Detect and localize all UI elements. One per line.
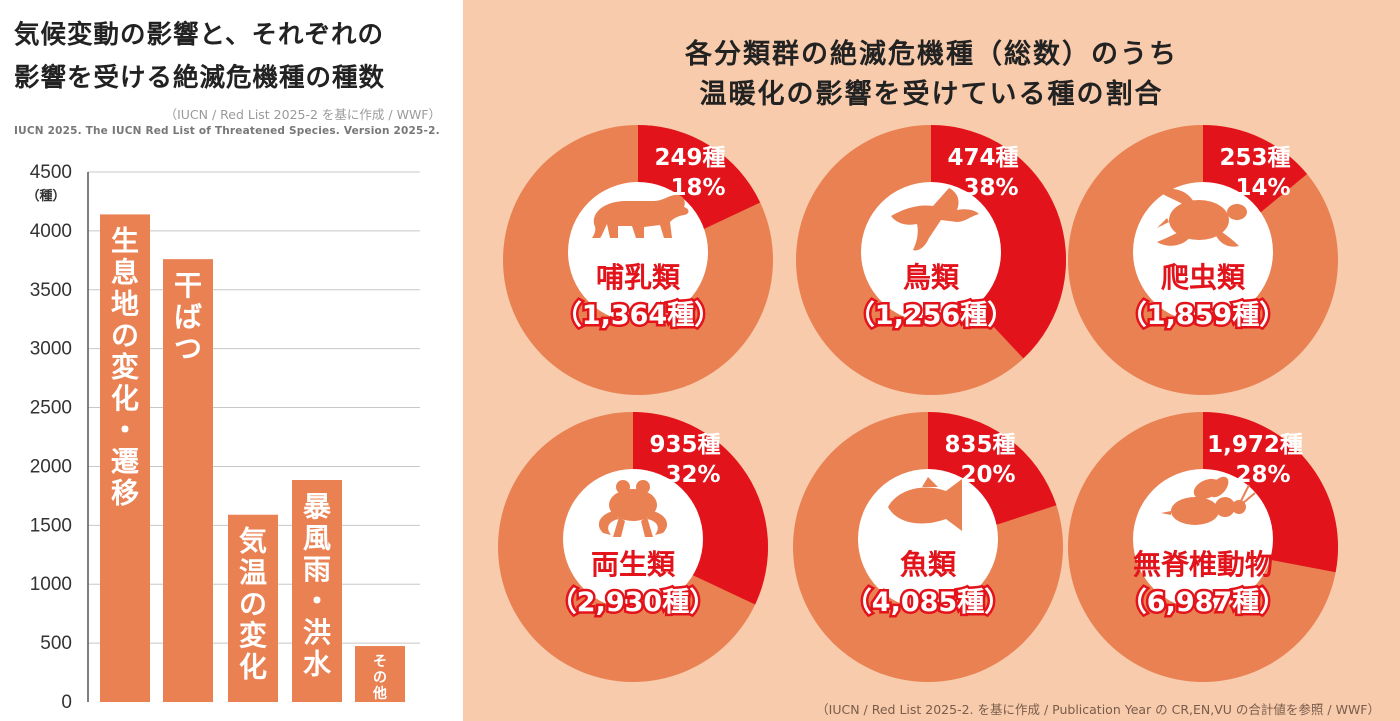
bar: [163, 259, 213, 702]
y-tick-label: 1500: [30, 515, 72, 536]
group-name-label: 魚類: [900, 548, 957, 581]
group-name-label: 爬虫類: [1161, 261, 1246, 294]
affected-count-label: 474種: [947, 145, 1018, 171]
percent-label: 14%: [1235, 175, 1290, 201]
y-axis-unit-label: （種）: [26, 188, 65, 204]
fish-icon: [888, 477, 962, 531]
pie-center-circle: [563, 469, 703, 609]
percent-label: 28%: [1235, 462, 1290, 488]
frog-icon: [598, 480, 668, 537]
group-name-label: 無脊椎動物: [1133, 548, 1273, 581]
right-panel: 各分類群の絶滅危機種（総数）のうち 温暖化の影響を受けている種の割合 249種 1…: [463, 0, 1400, 721]
y-tick-label: 4000: [30, 221, 72, 242]
group-total-label: （4,085種）: [845, 587, 1011, 618]
group-name-label: 両生類: [591, 548, 676, 581]
bar-category-label: 気温の変化: [239, 525, 267, 684]
bar-chart-source-en: IUCN 2025. The IUCN Red List of Threaten…: [14, 125, 440, 137]
pie-2: 474種 38% 鳥類 （1,256種）: [796, 125, 1066, 395]
pie-chart-title-line2: 温暖化の影響を受けている種の割合: [699, 79, 1164, 110]
y-tick-label: 2000: [30, 456, 72, 477]
bar-category-label: 干ばつ: [174, 269, 202, 365]
pie-charts: 249種18%哺乳類（1,364種）474種38%鳥類（1,256種）253種1…: [498, 125, 1339, 682]
bar: [292, 479, 342, 702]
bar: [355, 646, 405, 702]
affected-count-label: 835種: [944, 432, 1015, 458]
percent-label: 32%: [665, 462, 720, 488]
y-tick-label: 4500: [30, 162, 72, 183]
group-name-label: 鳥類: [903, 261, 960, 294]
group-name-label: 哺乳類: [596, 261, 681, 294]
bar: [100, 214, 150, 702]
y-tick-label: 3000: [30, 339, 72, 360]
affected-count-label: 249種: [654, 145, 725, 171]
bar-category-label: 暴風雨・洪水: [303, 490, 332, 681]
polar-bear-icon: [592, 194, 689, 238]
left-panel: 気候変動の影響と、それぞれの 影響を受ける絶滅危機種の種数 （IUCN / Re…: [0, 0, 463, 721]
group-total-label: （1,256種）: [848, 300, 1014, 331]
pie-6: 1,972種 28% 無脊椎動物 （6,987種）: [1068, 412, 1339, 682]
sea-turtle-icon: [1157, 188, 1247, 247]
pie-chart-title-line1: 各分類群の絶滅危機種（総数）のうち: [685, 39, 1178, 70]
percent-label: 38%: [963, 175, 1018, 201]
pie-chart-source: （IUCN / Red List 2025-2. を基に作成 / Publica…: [816, 702, 1380, 717]
bar-chart-source-jp: （IUCN / Red List 2025-2 を基に作成 / WWF）: [164, 107, 441, 122]
bird-icon: [891, 188, 979, 251]
pie-5: 835種 20% 魚類 （4,085種）: [793, 412, 1063, 682]
group-total-label: （1,364種）: [555, 300, 721, 331]
affected-count-label: 253種: [1219, 145, 1290, 171]
bar-chart-title-line1: 気候変動の影響と、それぞれの: [14, 20, 384, 50]
bee-icon: [1161, 476, 1256, 525]
bar: [228, 514, 278, 702]
y-tick-label: 3500: [30, 280, 72, 301]
group-total-label: （6,987種）: [1120, 587, 1286, 618]
y-tick-label: 0: [61, 692, 72, 713]
bar-category-label: 生息地の変化・遷移: [111, 224, 139, 509]
group-total-label: （1,859種）: [1120, 300, 1286, 331]
y-tick-label: 2500: [30, 398, 72, 419]
affected-count-label: 935種: [649, 432, 720, 458]
percent-label: 20%: [960, 462, 1015, 488]
bar-category-label: その他: [372, 654, 387, 702]
pie-3: 253種 14% 爬虫類 （1,859種）: [1068, 125, 1338, 395]
y-tick-label: 500: [40, 633, 72, 654]
y-tick-label: 1000: [30, 574, 72, 595]
bar-chart: 0 500 1000 1500 2000 2500 3000 3500 4000 4500 （種） 生…: [26, 162, 420, 713]
bar-chart-title-line2: 影響を受ける絶滅危機種の種数: [14, 63, 386, 93]
pie-4: 935種 32% 両生類 （2,930種）: [498, 412, 768, 682]
affected-count-label: 1,972種: [1207, 432, 1303, 458]
group-total-label: （2,930種）: [550, 587, 716, 618]
